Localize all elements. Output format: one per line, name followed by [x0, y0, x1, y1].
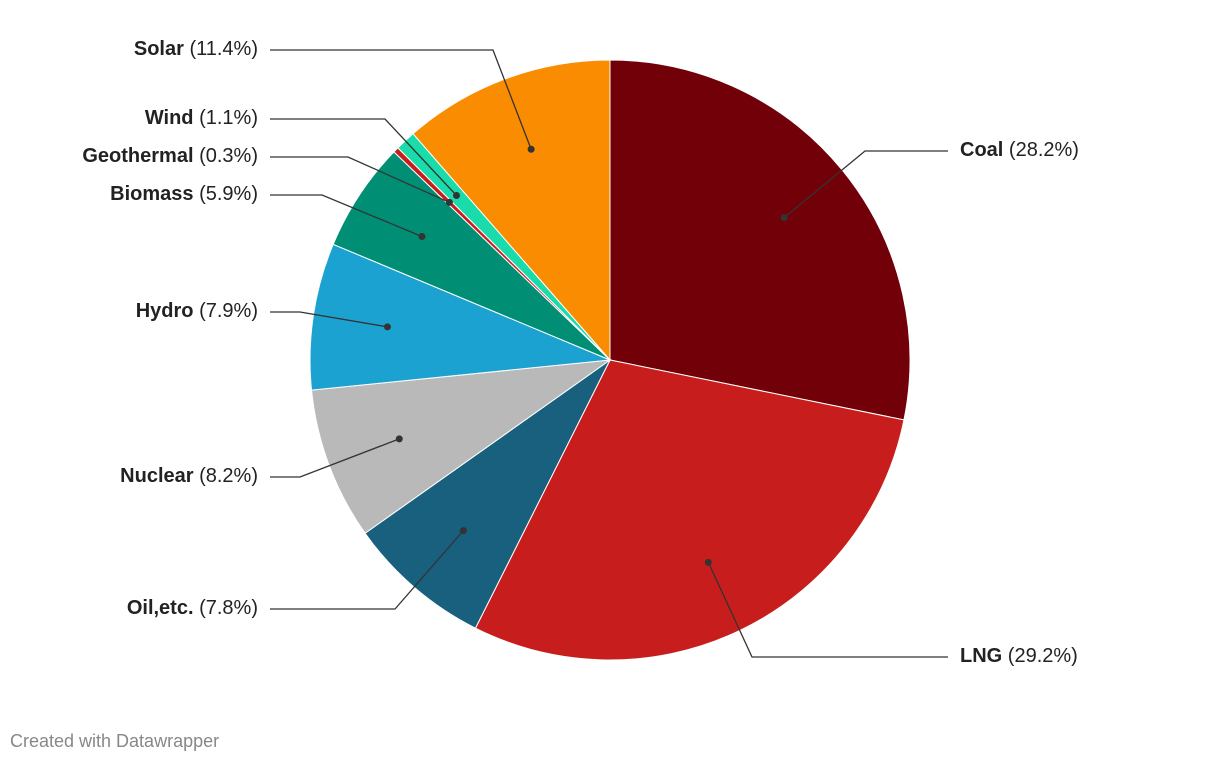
leaders [270, 49, 948, 658]
slice-value: (5.9%) [199, 183, 258, 205]
slice-name: Nuclear [120, 465, 194, 487]
slice [309, 243, 611, 391]
leader-line [270, 156, 450, 204]
slice-name: Solar [134, 38, 184, 60]
slice-value: (11.4%) [189, 38, 258, 60]
slice-value: (29.2%) [1008, 645, 1078, 667]
leader-line [270, 438, 400, 478]
slice-value: (0.3%) [199, 145, 258, 167]
slice-value: (1.1%) [199, 107, 258, 129]
leader-dot [459, 527, 467, 535]
leader-line [270, 49, 532, 150]
slice-label: Oil,etc. (7.8%) [127, 597, 258, 619]
slices [309, 59, 911, 661]
labels: Coal (28.2%) LNG (29.2%) Oil,etc. (7.8%) Nu… [82, 38, 1079, 667]
slice-label: Coal (28.2%) [960, 139, 1079, 161]
leader-dot [418, 232, 426, 240]
leader-dot [704, 558, 712, 566]
credit: Created with Datawrapper [10, 731, 219, 751]
leader-dot [780, 214, 788, 222]
leader-line [270, 311, 388, 328]
slice-label: Geothermal (0.3%) [82, 145, 258, 167]
slice [609, 59, 911, 421]
leader-line [270, 194, 423, 238]
slice-name: Wind [145, 107, 194, 129]
slice [474, 359, 905, 661]
leader-dot [445, 198, 453, 206]
slice-label: Biomass (5.9%) [110, 183, 258, 205]
slice-label: Wind (1.1%) [145, 107, 258, 129]
slice-value: (8.2%) [199, 465, 258, 487]
leader-line [270, 118, 457, 196]
slice-label: Nuclear (8.2%) [120, 465, 258, 487]
slice-label: LNG (29.2%) [960, 645, 1078, 667]
slice-label: Solar (11.4%) [134, 38, 258, 60]
slice-name: Biomass [110, 183, 193, 205]
slice-name: Geothermal [82, 145, 193, 167]
leader-line [270, 530, 464, 610]
slice-name: LNG [960, 645, 1002, 667]
leader-dot [395, 435, 403, 443]
leader-dot [527, 145, 535, 153]
leader-dot [383, 323, 391, 331]
slice-label: Hydro (7.9%) [136, 300, 258, 322]
slice-name: Coal [960, 139, 1003, 161]
slice-name: Oil,etc. [127, 597, 194, 619]
slice-value: (28.2%) [1009, 139, 1079, 161]
slice-name: Hydro [136, 300, 194, 322]
slice-value: (7.8%) [199, 597, 258, 619]
slice-value: (7.9%) [199, 300, 258, 322]
leader-dot [452, 191, 460, 199]
leader-line [707, 562, 948, 658]
leader-line [783, 150, 948, 219]
